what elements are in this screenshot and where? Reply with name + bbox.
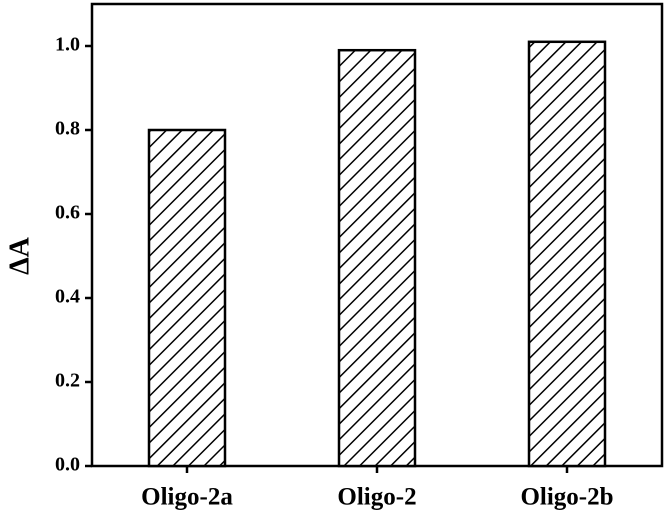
- y-tick-label: 0.0: [55, 454, 80, 476]
- y-axis-label: ΔA: [4, 236, 35, 275]
- y-tick-label: 0.8: [55, 118, 80, 140]
- x-tick-label: Oligo-2: [337, 484, 416, 511]
- y-tick-label: 0.4: [55, 286, 80, 308]
- bar: [527, 40, 607, 468]
- x-tick-label: Oligo-2a: [141, 484, 233, 511]
- y-tick-label: 0.6: [55, 202, 80, 224]
- y-tick-label: 0.2: [55, 370, 80, 392]
- x-tick-label: Oligo-2b: [520, 484, 613, 511]
- bar: [337, 48, 417, 468]
- y-tick-label: 1.0: [55, 34, 80, 56]
- bar: [147, 128, 227, 468]
